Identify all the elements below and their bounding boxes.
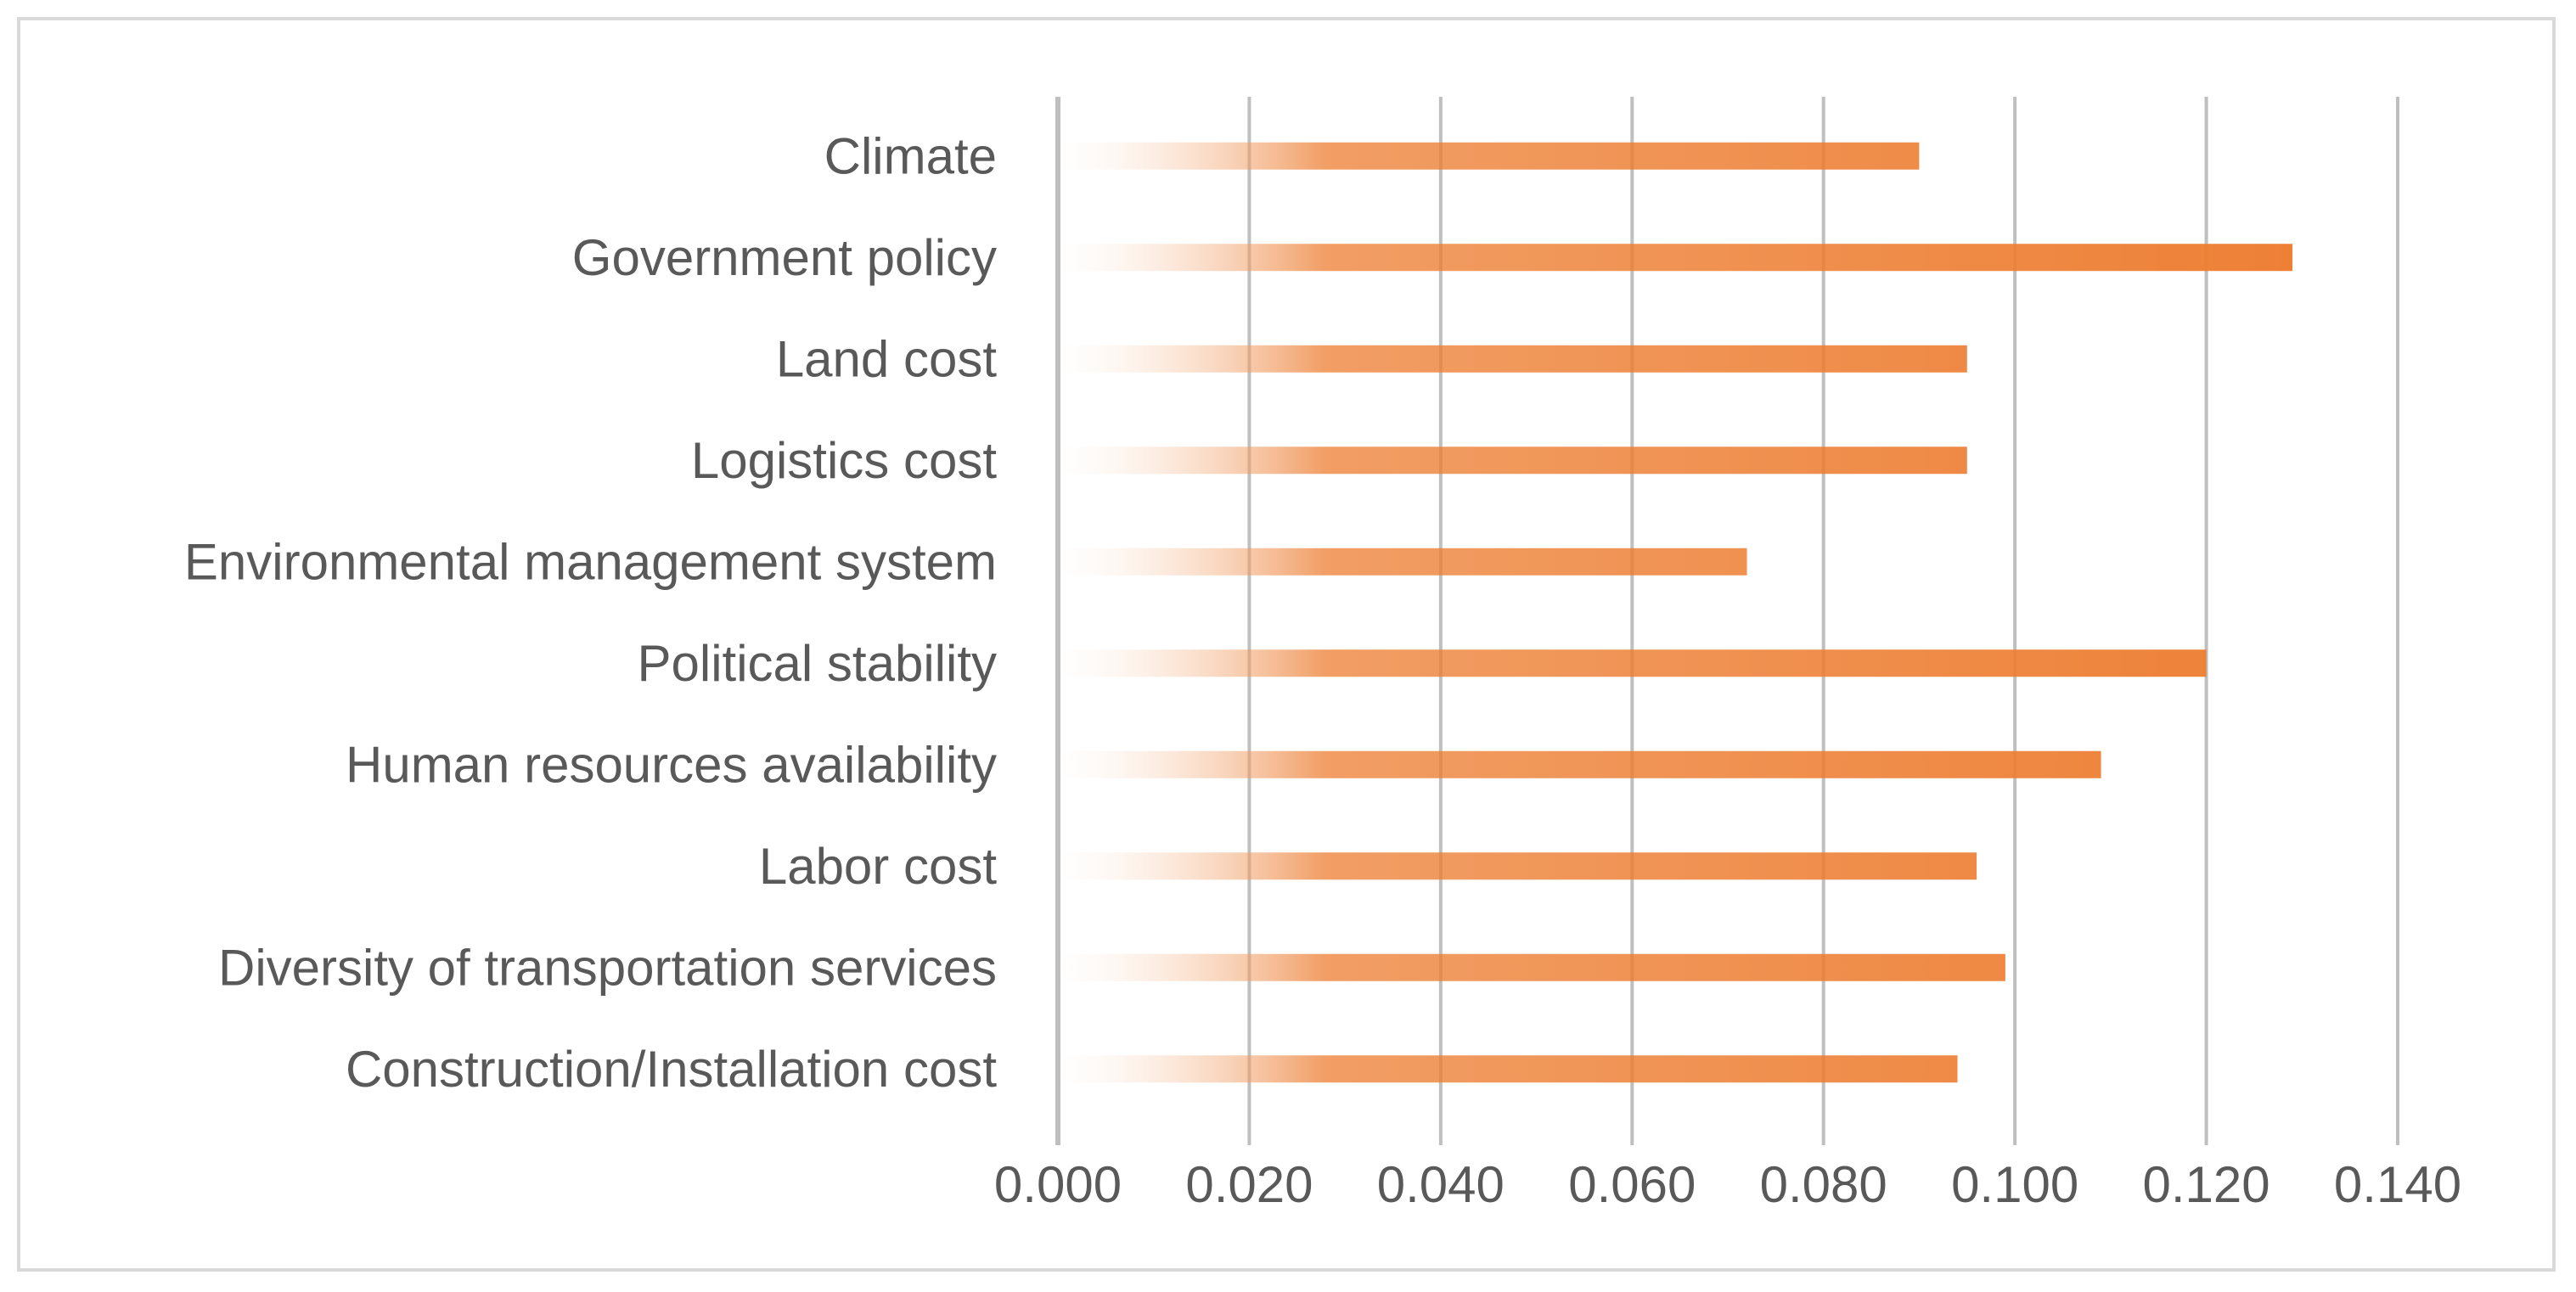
x-tick-label: 0.140: [2334, 1156, 2461, 1213]
x-tick-label: 0.040: [1377, 1156, 1505, 1213]
bar-chart: Climate Government policy Land cost Logisti…: [184, 97, 2461, 1213]
category-label: Environmental management system: [184, 533, 997, 590]
category-labels: Climate Government policy Land cost Logisti…: [184, 127, 997, 1098]
category-label: Labor cost: [759, 838, 997, 895]
bar-land-cost: [1058, 345, 1967, 373]
bar-environmental-management-system: [1058, 548, 1747, 576]
bar-labor-cost: [1058, 852, 1977, 880]
category-label: Political stability: [638, 635, 998, 692]
bar-logistics-cost: [1058, 447, 1967, 475]
category-label: Human resources availability: [346, 736, 997, 793]
category-label: Land cost: [776, 330, 998, 387]
category-label: Government policy: [572, 229, 997, 286]
bar-government-policy: [1058, 244, 2293, 272]
bar-climate: [1058, 142, 1920, 170]
x-tick-label: 0.000: [994, 1156, 1122, 1213]
x-tick-label: 0.100: [1951, 1156, 2078, 1213]
x-tick-label: 0.020: [1185, 1156, 1313, 1213]
category-label: Climate: [824, 127, 997, 184]
x-tick-label: 0.080: [1760, 1156, 1887, 1213]
category-label: Logistics cost: [691, 432, 997, 489]
chart-frame: Climate Government policy Land cost Logisti…: [17, 17, 2556, 1272]
bar-diversity-of-transportation-services: [1058, 953, 2005, 981]
x-axis-ticks: 0.000 0.020 0.040 0.060 0.080 0.100 0.120 0.140: [994, 1156, 2461, 1213]
bar-human-resources-availability: [1058, 750, 2101, 778]
x-tick-label: 0.120: [2142, 1156, 2269, 1213]
category-label: Diversity of transportation services: [218, 939, 997, 996]
bar-construction-installation-cost: [1058, 1055, 1958, 1083]
category-label: Construction/Installation cost: [346, 1041, 997, 1098]
bars: [1058, 142, 2293, 1083]
bar-political-stability: [1058, 649, 2207, 677]
x-tick-label: 0.060: [1568, 1156, 1696, 1213]
